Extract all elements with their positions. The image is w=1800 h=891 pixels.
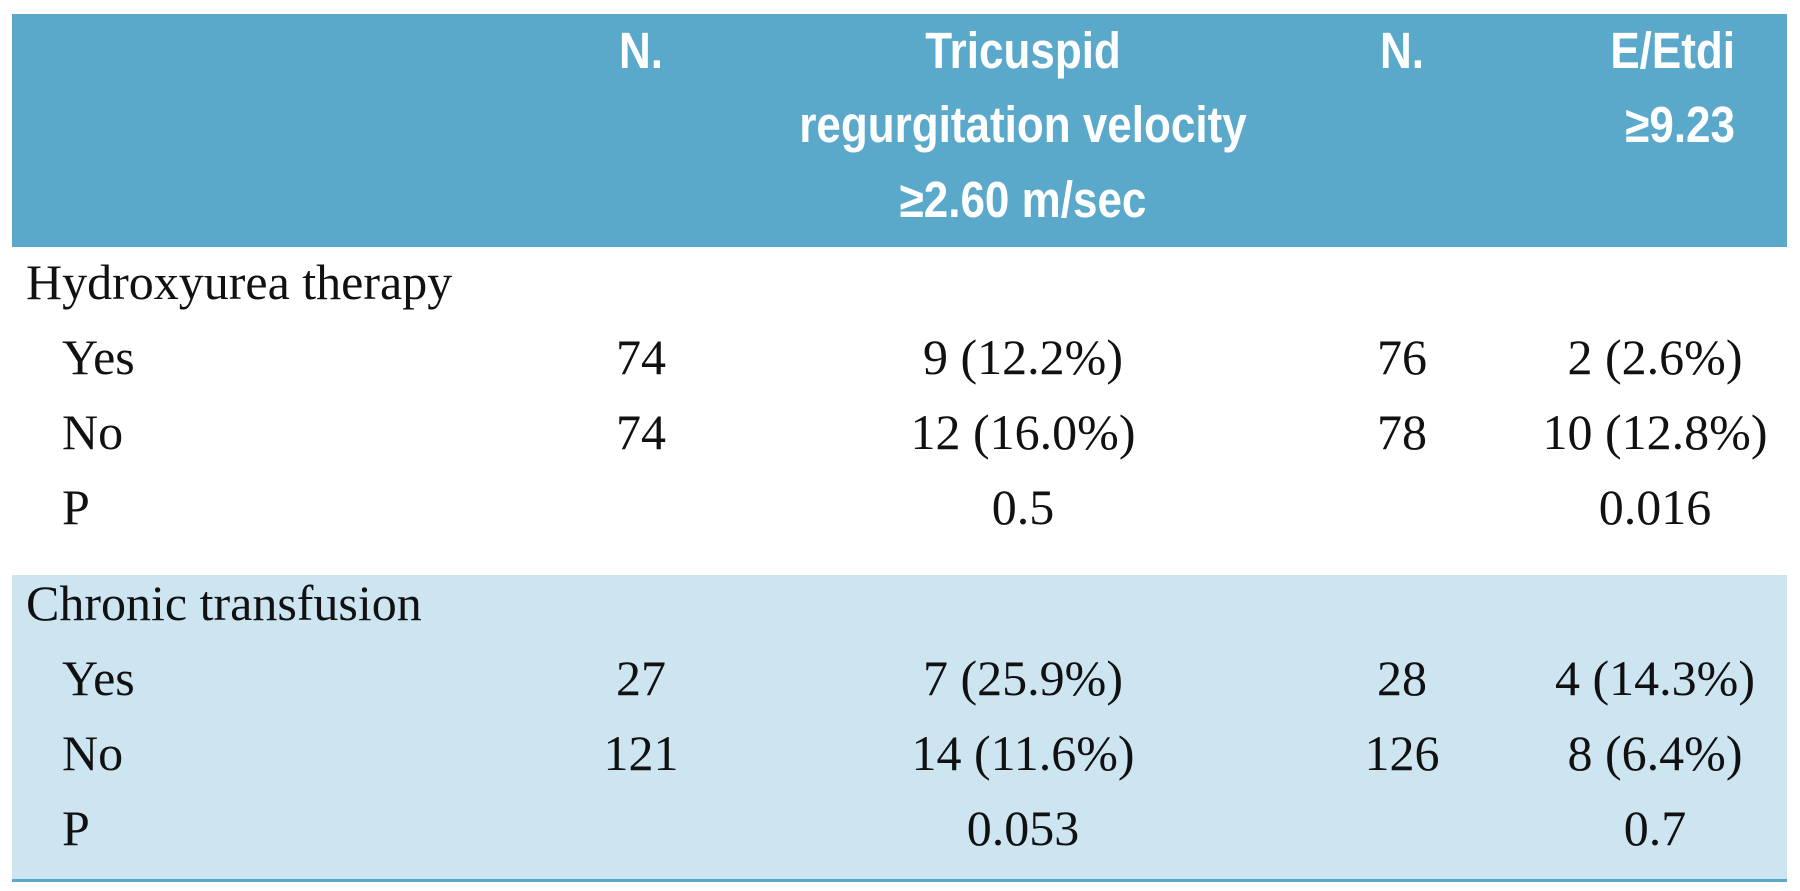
row-label: Yes <box>62 650 135 706</box>
cell: 7 (25.9%) <box>923 650 1123 706</box>
cell: 0.016 <box>1598 479 1712 535</box>
row-label: P <box>62 479 90 535</box>
cell: 10 (12.8%) <box>1542 404 1768 460</box>
section-title: Hydroxyurea therapy <box>26 254 453 310</box>
column-header: N. <box>1380 23 1424 80</box>
cell: 126 <box>1364 725 1440 781</box>
column-header: N. <box>619 23 663 80</box>
cell: 4 (14.3%) <box>1555 650 1755 706</box>
cell: 76 <box>1377 329 1427 385</box>
row-label: No <box>62 725 124 781</box>
section-title: Chronic transfusion <box>26 575 422 631</box>
section-band <box>12 575 1787 882</box>
cell: 27 <box>616 650 666 706</box>
cell: 0.7 <box>1623 800 1687 856</box>
row-label: Yes <box>62 329 135 385</box>
header-band <box>12 14 1787 247</box>
cell: 8 (6.4%) <box>1567 725 1743 781</box>
column-header: E/Etdi <box>1610 23 1735 80</box>
column-header: ≥9.23 <box>1625 97 1735 154</box>
column-header: regurgitation velocity <box>799 97 1247 154</box>
cell: 74 <box>616 404 666 460</box>
cell: 9 (12.2%) <box>923 329 1123 385</box>
cell: 78 <box>1377 404 1427 460</box>
row-label: No <box>62 404 124 460</box>
cell: 14 (11.6%) <box>911 725 1135 781</box>
row-label: P <box>62 800 90 856</box>
cell: 74 <box>616 329 666 385</box>
cell: 0.5 <box>991 479 1055 535</box>
cell: 28 <box>1377 650 1427 706</box>
cell: 2 (2.6%) <box>1567 329 1743 385</box>
cell: 12 (16.0%) <box>910 404 1136 460</box>
cell: 121 <box>603 725 679 781</box>
column-header: ≥2.60 m/sec <box>899 172 1147 229</box>
column-header: Tricuspid <box>925 23 1121 80</box>
cell: 0.053 <box>966 800 1080 856</box>
